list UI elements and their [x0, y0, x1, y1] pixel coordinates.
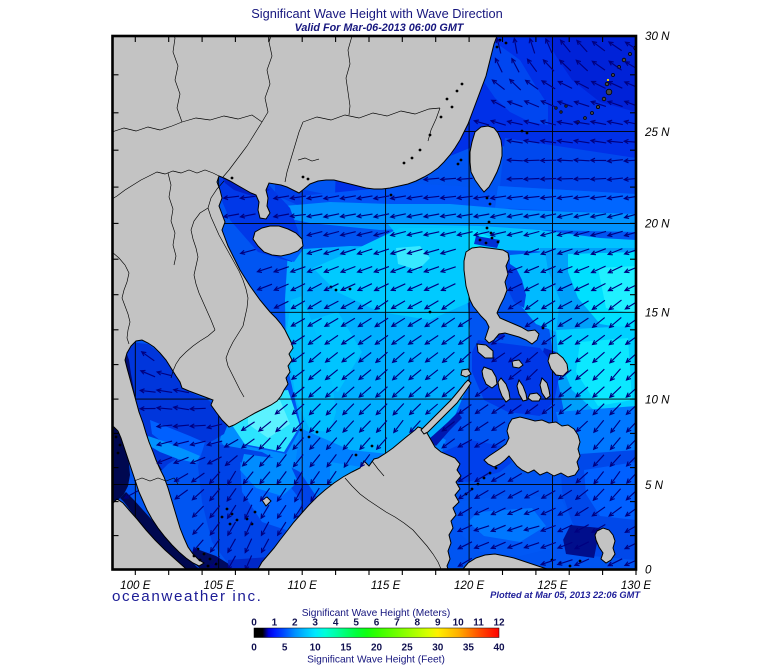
svg-text:Significant Wave Height (Feet): Significant Wave Height (Feet)	[307, 655, 445, 665]
svg-text:120 E: 120 E	[454, 579, 485, 592]
svg-text:30: 30	[432, 643, 444, 654]
svg-text:130 E: 130 E	[621, 579, 652, 592]
svg-text:35: 35	[463, 643, 475, 654]
svg-text:8: 8	[415, 618, 421, 629]
svg-text:9: 9	[435, 618, 441, 629]
svg-text:40: 40	[493, 643, 505, 654]
svg-text:Plotted at Mar 05, 2013 22:06: Plotted at Mar 05, 2013 22:06 GMT	[490, 590, 641, 600]
svg-text:3: 3	[312, 618, 318, 629]
svg-text:110 E: 110 E	[287, 579, 317, 592]
svg-text:4: 4	[333, 618, 339, 629]
svg-text:30 N: 30 N	[645, 30, 670, 43]
svg-text:oceanweather inc.: oceanweather inc.	[112, 588, 262, 605]
svg-text:10: 10	[310, 643, 322, 654]
svg-text:25 N: 25 N	[644, 126, 670, 139]
svg-text:10 N: 10 N	[645, 393, 670, 406]
svg-text:Valid For Mar-06-2013 06:00 GM: Valid For Mar-06-2013 06:00 GMT	[295, 22, 465, 34]
svg-text:25: 25	[402, 643, 414, 654]
svg-text:7: 7	[394, 618, 400, 629]
svg-text:6: 6	[374, 618, 380, 629]
svg-text:15 N: 15 N	[645, 307, 670, 320]
svg-text:125 E: 125 E	[537, 579, 568, 592]
svg-text:105 E: 105 E	[204, 579, 235, 592]
svg-text:2: 2	[292, 618, 298, 629]
svg-text:1: 1	[272, 618, 278, 629]
svg-text:20: 20	[371, 643, 383, 654]
svg-text:Significant Wave Height (Meter: Significant Wave Height (Meters)	[302, 608, 451, 619]
svg-text:11: 11	[473, 618, 484, 629]
svg-text:10: 10	[453, 618, 465, 629]
svg-text:0: 0	[251, 643, 257, 654]
svg-text:115 E: 115 E	[371, 579, 401, 592]
svg-text:5: 5	[282, 643, 288, 654]
svg-text:0: 0	[251, 618, 257, 629]
svg-text:12: 12	[493, 618, 505, 629]
svg-text:5 N: 5 N	[645, 479, 664, 492]
svg-text:0: 0	[645, 564, 652, 577]
svg-text:100 E: 100 E	[120, 579, 151, 592]
svg-text:20 N: 20 N	[644, 218, 670, 231]
svg-text:15: 15	[340, 643, 352, 654]
svg-text:Significant Wave Height with W: Significant Wave Height with Wave Direct…	[251, 6, 503, 21]
svg-text:5: 5	[353, 618, 359, 629]
